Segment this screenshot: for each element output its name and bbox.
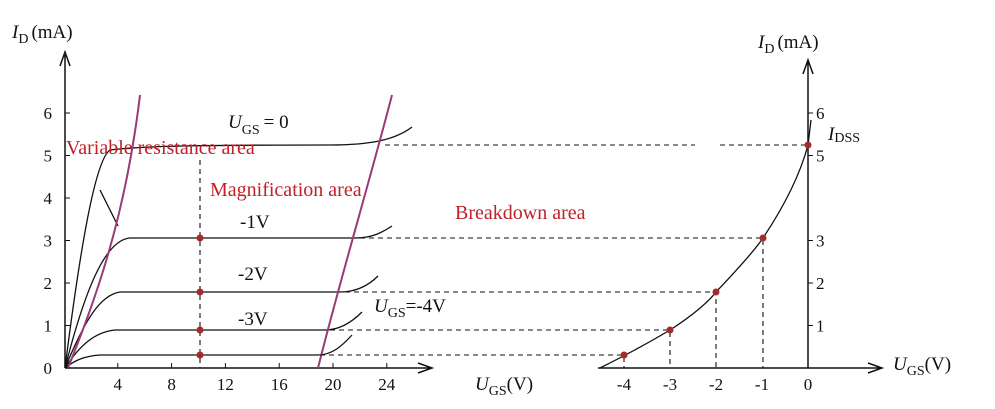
x-tick-label: 0 — [804, 375, 813, 394]
y-tick-label: 1 — [44, 317, 53, 336]
dot — [196, 326, 204, 334]
guide — [330, 329, 671, 368]
dot — [804, 141, 812, 149]
dot — [666, 326, 674, 334]
y-tick-label: 2 — [816, 274, 825, 293]
y-axis-label: ID (mA) — [11, 22, 73, 47]
idss-label: IDSS — [827, 124, 860, 146]
dot — [712, 288, 720, 296]
guide — [320, 354, 625, 368]
y-tick-label: 5 — [816, 147, 825, 166]
pinch-off-line — [67, 94, 141, 369]
curve — [64, 311, 363, 369]
left-y-axis — [59, 49, 71, 368]
x-tick-label: 8 — [167, 375, 176, 394]
dot — [196, 234, 204, 242]
x-axis-label: UGS(V) — [893, 354, 951, 379]
output-curves — [64, 94, 413, 369]
region-label: Breakdown area — [455, 202, 586, 224]
x-tick-label: 12 — [217, 375, 234, 394]
curve — [64, 126, 413, 369]
y-tick-label: 5 — [44, 147, 53, 166]
transfer-curve — [599, 119, 812, 369]
curve — [64, 334, 353, 369]
dots — [196, 141, 812, 359]
axes — [59, 49, 885, 374]
curve-label: -3V — [238, 309, 268, 330]
breakdown-line — [317, 94, 393, 369]
curve — [99, 189, 119, 227]
y-tick-label: 2 — [44, 274, 53, 293]
dot — [759, 234, 767, 242]
x-tick-label: -4 — [617, 375, 632, 394]
guide — [360, 237, 764, 368]
region-label: Variable resistance area — [66, 137, 255, 159]
x-tick-label: -3 — [663, 375, 677, 394]
x-axis-label: UGS(V) — [475, 374, 533, 399]
x-tick-label: 20 — [325, 375, 342, 394]
right-x-axis — [598, 362, 885, 374]
curve-label: UGS=-4V — [374, 296, 446, 321]
curve — [64, 225, 393, 369]
y-tick-label: 6 — [816, 104, 825, 123]
y-tick-label: 3 — [816, 232, 825, 251]
y-tick-label: 6 — [44, 104, 53, 123]
x-tick-label: 16 — [271, 375, 288, 394]
curve-label: -2V — [238, 264, 268, 285]
curve — [64, 275, 379, 369]
left-x-axis — [65, 362, 435, 374]
x-tick-label: -2 — [709, 375, 723, 394]
x-tick-label: 24 — [378, 375, 396, 394]
region-label: Magnification area — [210, 179, 362, 201]
x-tick-label: -1 — [755, 375, 769, 394]
y-tick-label: 3 — [44, 232, 53, 251]
x-tick-label: 4 — [114, 375, 123, 394]
y-tick-label: 4 — [44, 189, 53, 208]
dot — [620, 351, 628, 359]
y-tick-label: 0 — [44, 359, 53, 378]
y-tick-label: 1 — [816, 317, 825, 336]
curve-label: -1V — [240, 212, 270, 233]
right-y-axis — [802, 57, 814, 368]
curve-label: UGS = 0 — [228, 112, 289, 138]
dot — [196, 288, 204, 296]
dot — [196, 351, 204, 359]
y-axis-label: ID (mA) — [757, 32, 819, 57]
